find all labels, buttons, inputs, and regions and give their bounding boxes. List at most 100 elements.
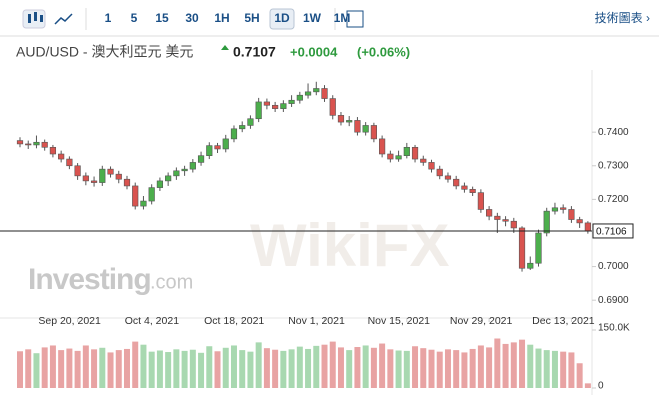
volume-bar: [486, 347, 493, 388]
volume-bar: [25, 349, 32, 388]
candle-body: [33, 141, 40, 146]
candle-body: [354, 120, 361, 133]
candle-body: [370, 125, 377, 140]
watermark: WikiFX: [250, 212, 449, 279]
volume-bar: [321, 344, 328, 388]
volume-bar: [99, 347, 106, 388]
interval-button[interactable]: 1: [105, 11, 112, 25]
x-tick-label: Oct 4, 2021: [125, 315, 179, 327]
volume-bar: [551, 350, 558, 388]
pair-name: AUD/USD - 澳大利亞元 美元: [16, 44, 193, 60]
candle-icon[interactable]: [22, 9, 46, 29]
volume-bar: [477, 345, 484, 388]
candle-body: [321, 88, 328, 99]
interval-button[interactable]: 1H: [214, 11, 229, 25]
interval-button[interactable]: 1M: [334, 11, 351, 25]
candle-body: [189, 162, 196, 170]
line-icon[interactable]: [54, 13, 73, 25]
volume-bar: [436, 351, 443, 388]
volume-bar: [181, 350, 188, 388]
y-tick-label: 0.7000: [598, 261, 629, 272]
volume-bar: [165, 352, 172, 388]
x-tick-label: Oct 18, 2021: [204, 315, 264, 327]
volume-bar: [255, 342, 262, 388]
candle-body: [313, 88, 320, 93]
volume-bar: [173, 349, 180, 388]
interval-button[interactable]: 1W: [303, 11, 322, 25]
volume-bar: [140, 344, 147, 388]
volume-bar: [49, 345, 56, 388]
candle-body: [346, 120, 353, 123]
volume-bar: [387, 349, 394, 388]
volume-bar: [395, 350, 402, 388]
price: 0.7107: [233, 44, 276, 60]
candle-body: [156, 180, 164, 188]
volume-bar: [469, 348, 476, 388]
candle-body: [395, 155, 402, 160]
volume-bar: [41, 347, 48, 388]
candle-body: [25, 143, 32, 146]
volume-bar: [214, 351, 221, 388]
volume-bar: [82, 345, 89, 388]
candle-body: [74, 165, 81, 177]
interval-button[interactable]: 5H: [244, 11, 259, 25]
candle-body: [461, 185, 468, 190]
watermark: Investing: [28, 263, 151, 296]
candle-body: [379, 138, 386, 155]
candle-body: [543, 210, 550, 234]
candle-body: [99, 168, 106, 183]
volume-bar: [206, 346, 213, 388]
volume-bar: [305, 348, 312, 388]
candle-body: [140, 200, 147, 207]
candle-body: [510, 220, 517, 229]
candle-body: [66, 158, 73, 167]
volume-bar: [296, 346, 303, 388]
interval-button[interactable]: 30: [185, 11, 199, 25]
volume-bar: [527, 344, 534, 388]
volume-bar: [189, 349, 196, 388]
volume-bar: [576, 363, 583, 388]
volume-bar: [543, 350, 550, 388]
interval-button[interactable]: 5: [131, 11, 138, 25]
volume-bar: [198, 352, 205, 388]
volume-bar: [272, 349, 279, 388]
volume-bar: [288, 349, 295, 388]
candle-body: [263, 101, 271, 106]
candle-body: [288, 99, 295, 104]
volume-bar: [58, 350, 65, 388]
volume-bar: [453, 350, 460, 388]
volume-bar: [428, 349, 435, 388]
x-tick-label: Nov 29, 2021: [450, 315, 513, 327]
tech-chart-link[interactable]: 技術圖表 ›: [595, 11, 650, 25]
volume-bar: [156, 350, 163, 388]
candle-body: [453, 178, 460, 187]
candle-body: [214, 145, 221, 150]
volume-bar: [461, 352, 468, 388]
candle-body: [296, 94, 303, 101]
settings-icon[interactable]: [346, 10, 364, 28]
candle-body: [584, 222, 591, 232]
candle-body: [239, 125, 246, 130]
interval-button[interactable]: 15: [155, 11, 169, 25]
volume-bar: [502, 343, 509, 388]
interval-button[interactable]: 1D: [274, 11, 290, 25]
volume-bar: [494, 338, 501, 388]
candle-body: [181, 168, 188, 172]
volume-bar: [362, 345, 369, 388]
volume-bar: [337, 347, 344, 388]
candle-body: [362, 125, 369, 133]
candle-body: [247, 118, 254, 126]
candle-body: [165, 175, 172, 182]
volume-bar: [123, 348, 130, 388]
candle-body: [444, 175, 452, 180]
candle-body: [90, 180, 98, 183]
candle-body: [428, 162, 435, 170]
change: +0.0004: [290, 44, 338, 59]
volume-bar: [148, 351, 155, 388]
volume-bar: [66, 348, 73, 388]
candle-body: [206, 145, 213, 156]
candle-body: [123, 178, 131, 187]
watermark: .com: [150, 271, 193, 293]
volume-bar: [346, 350, 353, 388]
